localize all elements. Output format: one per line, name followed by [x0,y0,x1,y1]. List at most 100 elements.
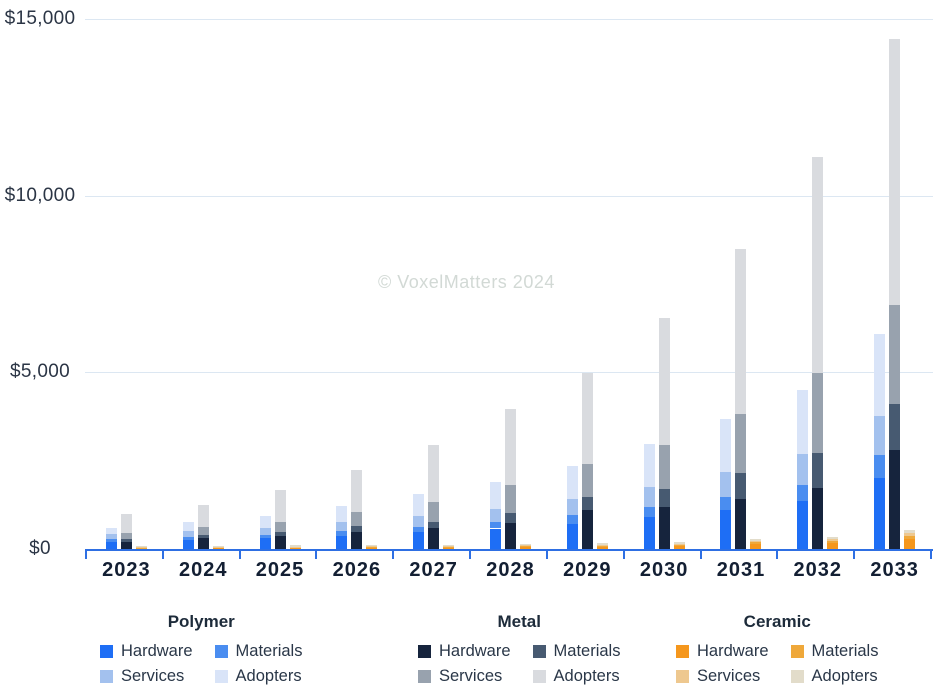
bar-polymer-adopters-2026[interactable] [336,505,348,523]
bar-polymer-materials-2031[interactable] [720,497,732,511]
bar-polymer-services-2029[interactable] [566,499,578,516]
bar-polymer-adopters-2032[interactable] [797,389,809,455]
bar-ceramic-hardware-2029[interactable] [596,546,608,549]
bar-polymer-materials-2032[interactable] [797,485,809,502]
legend-item-metal-materials[interactable]: Materials [532,642,620,661]
legend-item-polymer-services[interactable]: Services [100,667,193,686]
bar-metal-hardware-2031[interactable] [735,499,747,549]
legend-item-ceramic-services[interactable]: Services [676,667,769,686]
bar-ceramic-materials-2026[interactable] [366,547,378,549]
bar-ceramic-hardware-2033[interactable] [904,538,916,549]
bar-polymer-adopters-2029[interactable] [566,465,578,500]
bar-ceramic-materials-2023[interactable] [135,547,147,549]
bar-polymer-adopters-2028[interactable] [490,482,501,510]
bar-metal-materials-2028[interactable] [505,513,516,524]
legend-item-metal-adopters[interactable]: Adopters [532,667,621,686]
bar-polymer-hardware-2031[interactable] [720,510,732,549]
bar-ceramic-hardware-2032[interactable] [827,542,839,549]
bar-metal-services-2032[interactable] [812,373,824,454]
bar-polymer-adopters-2024[interactable] [182,522,194,532]
bar-ceramic-materials-2032[interactable] [827,540,839,543]
bar-ceramic-services-2023[interactable] [135,547,147,549]
bar-polymer-materials-2029[interactable] [566,515,578,524]
bar-ceramic-adopters-2031[interactable] [750,538,762,541]
bar-metal-hardware-2029[interactable] [581,510,593,549]
bar-metal-materials-2024[interactable] [197,534,209,539]
bar-metal-materials-2030[interactable] [658,489,670,508]
bar-ceramic-adopters-2028[interactable] [520,544,531,546]
bar-metal-hardware-2030[interactable] [658,507,670,549]
bar-ceramic-services-2033[interactable] [904,532,916,536]
bar-metal-materials-2031[interactable] [735,473,747,500]
bar-metal-hardware-2025[interactable] [274,535,286,549]
bar-metal-services-2031[interactable] [735,413,747,474]
bar-ceramic-hardware-2025[interactable] [289,547,301,549]
bar-ceramic-hardware-2024[interactable] [212,547,224,549]
bar-metal-materials-2032[interactable] [812,453,824,489]
bar-polymer-hardware-2030[interactable] [643,517,655,549]
legend-item-polymer-hardware[interactable]: Hardware [100,642,193,661]
bar-ceramic-services-2030[interactable] [673,543,685,545]
bar-polymer-materials-2033[interactable] [874,455,886,479]
bar-metal-services-2025[interactable] [274,521,286,532]
bar-ceramic-services-2029[interactable] [596,544,608,546]
bar-ceramic-hardware-2027[interactable] [443,547,455,549]
bar-ceramic-hardware-2031[interactable] [750,544,762,549]
bar-metal-adopters-2024[interactable] [197,504,209,528]
bar-metal-adopters-2026[interactable] [351,469,363,513]
bar-ceramic-materials-2031[interactable] [750,542,762,545]
bar-ceramic-adopters-2024[interactable] [212,545,224,547]
bar-ceramic-adopters-2033[interactable] [904,529,916,533]
legend-item-ceramic-hardware[interactable]: Hardware [676,642,769,661]
bar-polymer-services-2033[interactable] [874,416,886,456]
bar-ceramic-adopters-2025[interactable] [289,545,301,547]
bar-ceramic-hardware-2028[interactable] [520,547,531,549]
bar-metal-services-2029[interactable] [581,464,593,498]
bar-polymer-adopters-2025[interactable] [259,515,271,528]
bar-metal-services-2023[interactable] [120,533,132,539]
bar-polymer-adopters-2023[interactable] [105,527,117,535]
bar-metal-materials-2033[interactable] [889,403,901,450]
legend-item-metal-hardware[interactable]: Hardware [418,642,511,661]
bar-polymer-materials-2024[interactable] [182,536,194,541]
bar-metal-adopters-2030[interactable] [658,317,670,446]
legend-item-ceramic-adopters[interactable]: Adopters [790,667,879,686]
bar-polymer-services-2027[interactable] [413,516,425,527]
bar-ceramic-adopters-2030[interactable] [673,541,685,544]
bar-polymer-services-2032[interactable] [797,454,809,486]
bar-metal-services-2028[interactable] [505,484,516,514]
bar-metal-services-2027[interactable] [428,501,440,522]
bar-polymer-materials-2030[interactable] [643,506,655,518]
bar-polymer-services-2026[interactable] [336,522,348,531]
bar-polymer-materials-2027[interactable] [413,526,425,533]
bar-metal-materials-2027[interactable] [428,521,440,529]
bar-ceramic-materials-2033[interactable] [904,535,916,539]
bar-ceramic-services-2028[interactable] [520,545,531,547]
bar-metal-hardware-2028[interactable] [505,523,516,549]
bar-polymer-materials-2026[interactable] [336,530,348,536]
bar-ceramic-services-2027[interactable] [443,545,455,547]
bar-ceramic-materials-2027[interactable] [443,546,455,548]
bar-polymer-services-2030[interactable] [643,486,655,507]
bar-metal-hardware-2032[interactable] [812,488,824,549]
bar-metal-materials-2026[interactable] [351,526,363,533]
bar-polymer-hardware-2025[interactable] [259,538,271,549]
bar-polymer-hardware-2028[interactable] [490,528,501,549]
bar-metal-adopters-2032[interactable] [812,156,824,374]
bar-ceramic-materials-2030[interactable] [673,545,685,546]
bar-metal-hardware-2023[interactable] [120,541,132,549]
bar-polymer-hardware-2033[interactable] [874,478,886,549]
bar-polymer-hardware-2029[interactable] [566,523,578,549]
bar-ceramic-hardware-2026[interactable] [366,547,378,549]
bar-metal-materials-2025[interactable] [274,531,286,536]
bar-ceramic-materials-2024[interactable] [212,547,224,549]
bar-metal-services-2033[interactable] [889,305,901,404]
legend-item-ceramic-materials[interactable]: Materials [790,642,878,661]
bar-metal-adopters-2023[interactable] [120,514,132,534]
bar-ceramic-services-2032[interactable] [827,538,839,541]
bar-metal-materials-2023[interactable] [120,538,132,542]
bar-metal-adopters-2031[interactable] [735,249,747,414]
bar-ceramic-adopters-2032[interactable] [827,536,839,539]
bar-metal-services-2026[interactable] [351,512,363,527]
bar-polymer-adopters-2027[interactable] [413,494,425,517]
